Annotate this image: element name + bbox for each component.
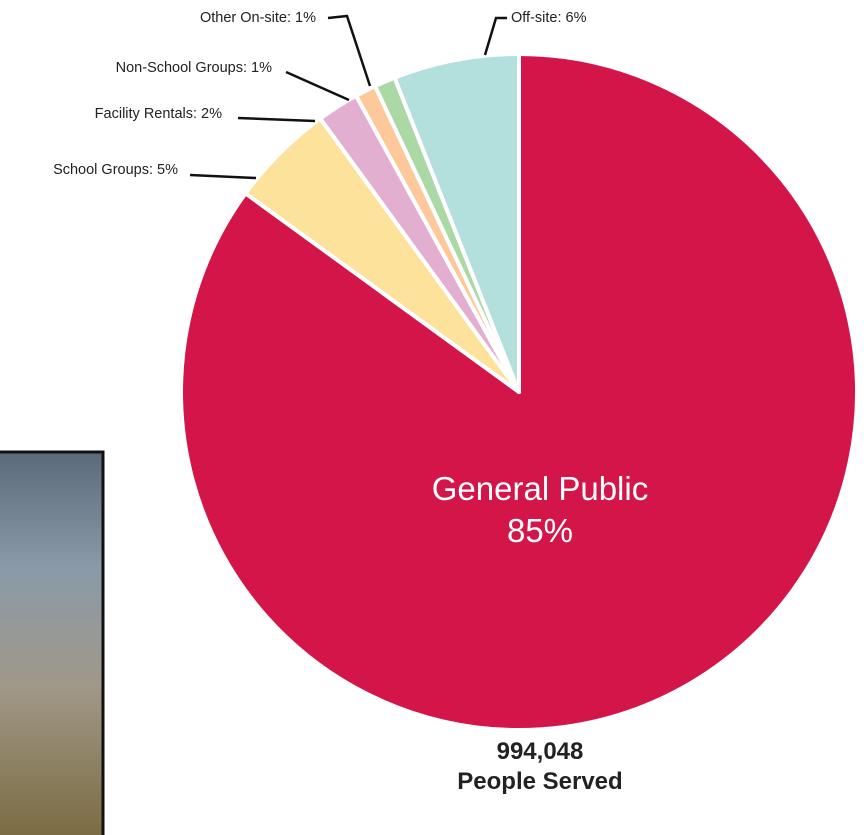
total-caption: People Served (380, 768, 700, 796)
slice-label: Non-School Groups: 1% (116, 60, 272, 76)
slice-label: Other On-site: 1% (200, 10, 316, 26)
photo (0, 452, 103, 835)
page: {"chart_data": {"type": "pie", "values":… (0, 0, 864, 835)
total-value: 994,048 (380, 738, 700, 766)
slice-label: Facility Rentals: 2% (95, 106, 222, 122)
slice-label: General Public 85% (380, 468, 700, 552)
leader-line (485, 18, 507, 55)
leader-line (286, 72, 349, 100)
slice-label: Off-site: 6% (511, 10, 587, 26)
leader-line (190, 175, 256, 178)
leader-line (238, 118, 315, 121)
slice-label: School Groups: 5% (53, 162, 178, 178)
leader-line (328, 16, 370, 86)
chart: School Groups: 5% Facility Rentals: 2% Non… (0, 0, 864, 835)
